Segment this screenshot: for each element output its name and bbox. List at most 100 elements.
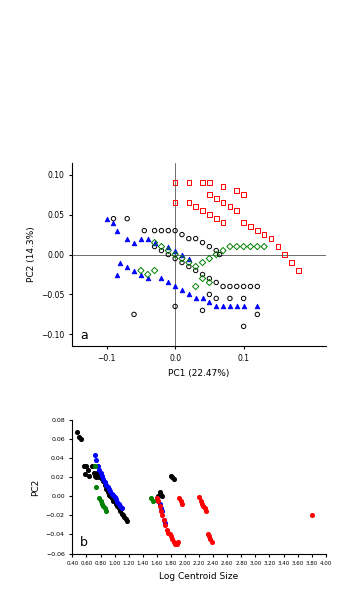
Point [109, 489, 115, 498]
Point [106, 490, 112, 499]
Point [179, 258, 185, 267]
Point [199, 305, 205, 315]
Point [289, 258, 294, 267]
Point [95, 471, 101, 480]
Point [172, 282, 178, 291]
Point [131, 310, 137, 319]
Point [93, 472, 99, 482]
Point [165, 250, 171, 259]
Point [119, 509, 125, 519]
Point [171, 475, 177, 484]
Point [248, 242, 253, 252]
Point [186, 254, 192, 263]
Point [94, 468, 100, 477]
Point [254, 310, 260, 319]
Point [186, 198, 192, 207]
Point [110, 491, 116, 500]
Point [116, 499, 122, 509]
Point [275, 242, 281, 252]
Point [213, 278, 219, 287]
Point [234, 242, 240, 252]
Point [102, 477, 108, 487]
Point [193, 202, 199, 211]
Point [101, 501, 106, 511]
Point [157, 499, 163, 509]
Point [159, 242, 164, 252]
Point [158, 503, 164, 513]
Point [227, 202, 233, 211]
Point [169, 472, 175, 482]
Point [145, 270, 151, 279]
Point [123, 514, 129, 524]
Point [161, 516, 167, 525]
Point [203, 506, 209, 516]
Point [93, 456, 99, 465]
Point [74, 427, 80, 436]
Point [122, 513, 127, 522]
Point [95, 461, 101, 471]
Point [165, 278, 171, 287]
Point [106, 484, 112, 494]
Point [241, 282, 247, 291]
Point [309, 511, 315, 520]
Point [102, 503, 108, 513]
Point [76, 433, 82, 442]
Point [92, 461, 98, 471]
Point [159, 274, 164, 283]
Point [101, 477, 106, 486]
Point [234, 206, 240, 215]
Point [268, 234, 274, 243]
Point [125, 516, 130, 526]
Point [177, 494, 182, 503]
Point [202, 503, 208, 513]
Point [109, 494, 115, 503]
Point [206, 210, 212, 220]
Point [138, 270, 144, 279]
Point [199, 499, 205, 509]
Point [160, 511, 165, 520]
Point [168, 471, 174, 480]
Point [159, 246, 164, 255]
Point [174, 539, 180, 549]
Point [102, 480, 108, 490]
Point [179, 499, 185, 509]
Point [110, 497, 116, 506]
Point [199, 206, 205, 215]
Point [159, 226, 164, 236]
Point [111, 218, 117, 227]
Point [172, 250, 178, 259]
Point [172, 246, 178, 255]
Point [206, 278, 212, 287]
Point [241, 190, 247, 200]
Point [90, 468, 96, 477]
Point [92, 471, 98, 480]
Point [99, 475, 105, 484]
Point [241, 302, 247, 311]
Point [114, 270, 120, 279]
Point [217, 250, 223, 259]
Point [152, 238, 157, 247]
Point [199, 270, 205, 279]
Point [163, 519, 168, 528]
Point [186, 234, 192, 243]
Point [241, 294, 247, 303]
Point [167, 530, 172, 539]
Point [89, 461, 95, 471]
Point [163, 520, 168, 530]
Point [227, 302, 233, 311]
Point [114, 501, 120, 511]
Point [150, 497, 156, 506]
Point [124, 262, 130, 271]
Point [124, 234, 130, 243]
Point [254, 226, 260, 236]
Point [84, 461, 89, 471]
Point [99, 499, 105, 509]
Point [199, 238, 205, 247]
Point [138, 266, 144, 275]
Point [196, 493, 202, 502]
Point [206, 274, 212, 283]
Point [261, 230, 267, 239]
Point [152, 238, 157, 247]
Point [168, 532, 174, 541]
Point [178, 497, 184, 506]
